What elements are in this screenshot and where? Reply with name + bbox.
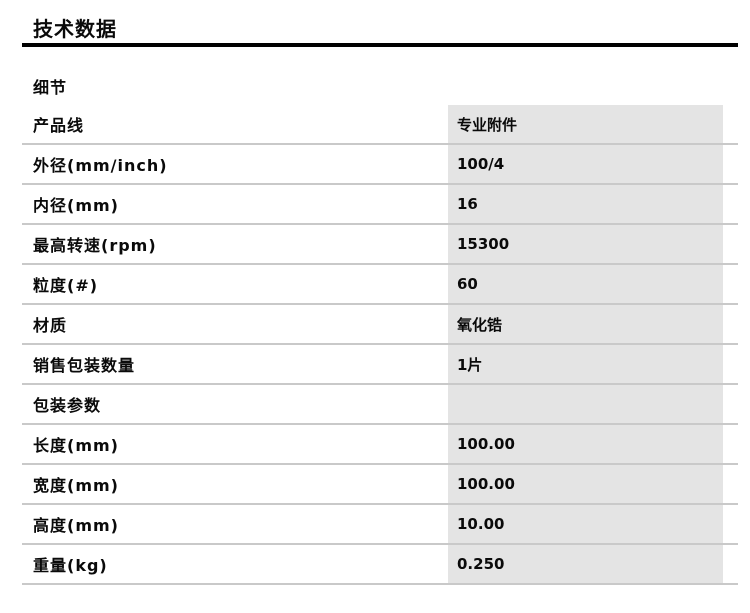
row-tail-spacer bbox=[723, 145, 738, 183]
row-label: 内径(mm) bbox=[33, 196, 119, 215]
row-label: 最高转速(rpm) bbox=[33, 236, 157, 255]
row-value: 氧化锆 bbox=[448, 305, 723, 343]
row-tail-spacer bbox=[723, 345, 738, 383]
row-label: 外径(mm/inch) bbox=[33, 156, 168, 175]
table-row: 最高转速(rpm) 15300 bbox=[22, 225, 738, 265]
row-value: 60 bbox=[448, 265, 723, 303]
row-label: 销售包装数量 bbox=[33, 356, 136, 375]
row-label: 材质 bbox=[33, 316, 68, 335]
section-label-details: 细节 bbox=[33, 78, 68, 97]
row-label: 长度(mm) bbox=[33, 436, 119, 455]
table-row: 包装参数 bbox=[22, 385, 738, 425]
table-row: 销售包装数量 1片 bbox=[22, 345, 738, 385]
row-tail-spacer bbox=[723, 305, 738, 343]
row-tail-spacer bbox=[723, 545, 738, 583]
row-label: 产品线 bbox=[33, 116, 85, 135]
row-value bbox=[448, 385, 723, 423]
table-row: 重量(kg) 0.250 bbox=[22, 545, 738, 585]
row-label: 宽度(mm) bbox=[33, 476, 119, 495]
table-row: 产品线 专业附件 bbox=[22, 105, 738, 145]
page-title: 技术数据 bbox=[22, 0, 738, 47]
table-row: 宽度(mm) 100.00 bbox=[22, 465, 738, 505]
table-row: 高度(mm) 10.00 bbox=[22, 505, 738, 545]
row-value: 1片 bbox=[448, 345, 723, 383]
row-label: 高度(mm) bbox=[33, 516, 119, 535]
row-value: 100.00 bbox=[448, 465, 723, 503]
table-row: 外径(mm/inch) 100/4 bbox=[22, 145, 738, 185]
spec-table: 产品线 专业附件 外径(mm/inch) 100/4 内径(mm) 16 最高转速(rpm)… bbox=[22, 105, 738, 585]
page-content: 技术数据 细节 产品线 专业附件 外径(mm/inch) 100/4 内径(mm) 16 最… bbox=[22, 0, 738, 585]
row-value: 15300 bbox=[448, 225, 723, 263]
row-value: 专业附件 bbox=[448, 105, 723, 143]
row-value: 0.250 bbox=[448, 545, 723, 583]
row-value: 10.00 bbox=[448, 505, 723, 543]
row-tail-spacer bbox=[723, 225, 738, 263]
row-tail-spacer bbox=[723, 425, 738, 463]
row-value: 16 bbox=[448, 185, 723, 223]
row-tail-spacer bbox=[723, 465, 738, 503]
row-tail-spacer bbox=[723, 505, 738, 543]
table-row: 内径(mm) 16 bbox=[22, 185, 738, 225]
row-label: 重量(kg) bbox=[33, 556, 108, 575]
row-value: 100.00 bbox=[448, 425, 723, 463]
row-value: 100/4 bbox=[448, 145, 723, 183]
row-label: 包装参数 bbox=[33, 396, 102, 415]
row-tail-spacer bbox=[723, 105, 738, 143]
table-row: 粒度(#) 60 bbox=[22, 265, 738, 305]
row-tail-spacer bbox=[723, 185, 738, 223]
row-label: 粒度(#) bbox=[33, 276, 99, 295]
table-row: 长度(mm) 100.00 bbox=[22, 425, 738, 465]
row-tail-spacer bbox=[723, 385, 738, 423]
row-tail-spacer bbox=[723, 265, 738, 303]
table-row: 材质 氧化锆 bbox=[22, 305, 738, 345]
